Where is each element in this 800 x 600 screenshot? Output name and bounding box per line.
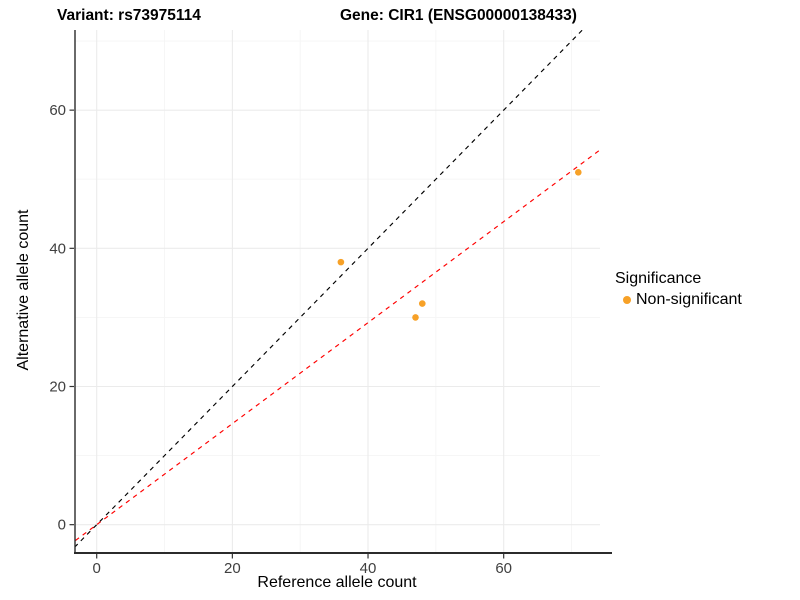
y-tick-label: 0 — [58, 517, 66, 534]
legend-item-label: Non-significant — [636, 291, 742, 308]
data-point — [418, 300, 426, 307]
y-tick-label: 60 — [49, 102, 66, 119]
variant-title: Variant: rs73975114 — [57, 7, 201, 24]
data-point — [337, 258, 345, 266]
x-tick-label: 20 — [224, 560, 241, 577]
line-layer — [75, 30, 600, 548]
fit-line — [75, 149, 600, 542]
y-tick-label: 40 — [49, 240, 66, 257]
x-tick-label: 60 — [495, 560, 512, 577]
legend: Significance Non-significant — [615, 270, 742, 309]
identity-line — [75, 30, 584, 548]
y-tick-label: 20 — [49, 378, 66, 395]
x-tick-label: 0 — [93, 560, 101, 577]
y-axis-title: Alternative allele count — [15, 209, 32, 371]
legend-item: Non-significant — [615, 291, 742, 309]
x-tick-label: 40 — [360, 560, 377, 577]
x-axis-title: Reference allele count — [257, 574, 417, 591]
legend-marker-icon — [623, 296, 631, 304]
data-point — [412, 314, 419, 321]
legend-title: Significance — [615, 270, 702, 287]
gene-title: Gene: CIR1 (ENSG00000138433) — [340, 7, 577, 24]
data-point — [574, 169, 582, 176]
